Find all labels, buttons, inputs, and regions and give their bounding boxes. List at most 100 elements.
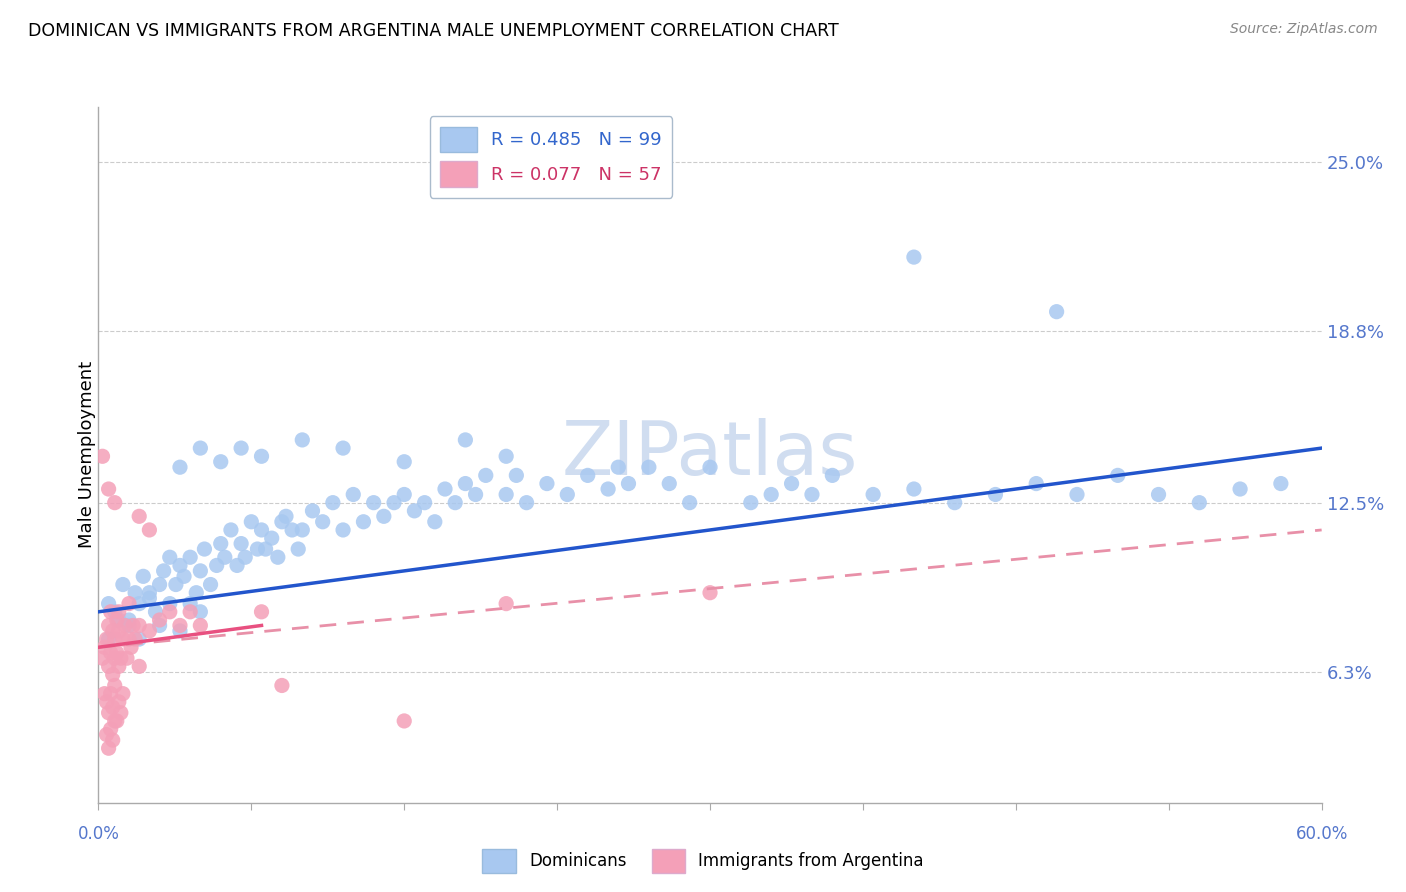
Point (250, 605, 273, 619)
Point (250, 450, 273, 464)
Y-axis label: Male Unemployment: Male Unemployment (79, 361, 96, 549)
Point (97, 659, 120, 673)
Point (149, 618, 172, 632)
Point (209, 455, 232, 469)
Point (352, 515, 374, 529)
Point (226, 558, 249, 573)
Point (179, 550, 201, 565)
Point (454, 433, 477, 447)
Point (91, 450, 114, 464)
Point (270, 678, 294, 692)
Point (179, 605, 201, 619)
Point (474, 468, 498, 483)
Point (188, 441, 212, 455)
Point (555, 487, 579, 501)
Point (382, 496, 405, 510)
Point (97, 632, 120, 646)
Point (270, 515, 294, 529)
Point (97, 618, 120, 632)
Point (250, 523, 273, 537)
Point (1270, 476, 1292, 491)
Point (91, 651, 114, 665)
Point (105, 613, 128, 627)
Point (101, 667, 124, 681)
Point (149, 613, 172, 627)
Point (118, 618, 141, 632)
Point (100, 646, 122, 660)
Point (444, 496, 467, 510)
Point (138, 585, 160, 599)
Point (1229, 482, 1251, 496)
Point (821, 468, 844, 483)
Point (93, 687, 115, 701)
Point (97, 741, 120, 756)
Point (617, 476, 640, 491)
Point (679, 496, 702, 510)
Point (596, 482, 619, 496)
Point (392, 455, 416, 469)
Point (1025, 476, 1047, 491)
Point (104, 632, 127, 646)
Point (96, 728, 118, 742)
Point (97, 706, 120, 720)
Point (505, 468, 527, 483)
Point (495, 450, 517, 464)
Point (200, 577, 222, 591)
Point (105, 646, 128, 660)
Point (322, 496, 344, 510)
Point (984, 487, 1007, 501)
Point (101, 700, 124, 714)
Point (464, 487, 486, 501)
Text: DOMINICAN VS IMMIGRANTS FROM ARGENTINA MALE UNEMPLOYMENT CORRELATION CHART: DOMINICAN VS IMMIGRANTS FROM ARGENTINA M… (28, 22, 839, 40)
Point (169, 460, 191, 475)
Point (118, 613, 141, 627)
Point (801, 487, 824, 501)
Point (214, 550, 236, 565)
Point (118, 632, 141, 646)
Point (100, 687, 122, 701)
Point (138, 624, 160, 638)
Point (274, 509, 297, 524)
Point (780, 476, 803, 491)
Text: Source: ZipAtlas.com: Source: ZipAtlas.com (1230, 22, 1378, 37)
Point (404, 504, 426, 518)
Point (108, 659, 131, 673)
Point (433, 482, 456, 496)
Point (101, 624, 124, 638)
Point (149, 577, 172, 591)
Point (101, 733, 124, 747)
Point (281, 523, 304, 537)
Point (105, 714, 128, 728)
Point (291, 523, 314, 537)
Point (138, 523, 160, 537)
Point (128, 659, 150, 673)
Point (111, 632, 134, 646)
Point (108, 695, 131, 709)
Point (104, 496, 127, 510)
Point (392, 714, 416, 728)
Point (342, 487, 364, 501)
Point (240, 515, 263, 529)
Point (110, 651, 132, 665)
Point (108, 624, 131, 638)
Point (1066, 487, 1088, 501)
Point (209, 536, 232, 550)
Point (862, 487, 884, 501)
Point (118, 597, 141, 611)
Point (233, 550, 256, 565)
Point (287, 542, 309, 557)
Point (104, 651, 127, 665)
Point (516, 496, 538, 510)
Point (495, 597, 517, 611)
Point (188, 618, 212, 632)
Legend: Dominicans, Immigrants from Argentina: Dominicans, Immigrants from Argentina (475, 842, 931, 880)
Point (104, 605, 127, 619)
Point (138, 591, 160, 606)
Point (188, 605, 212, 619)
Point (658, 476, 681, 491)
Point (637, 460, 661, 475)
Point (96, 695, 118, 709)
Point (104, 714, 127, 728)
Point (152, 564, 174, 578)
Point (108, 605, 131, 619)
